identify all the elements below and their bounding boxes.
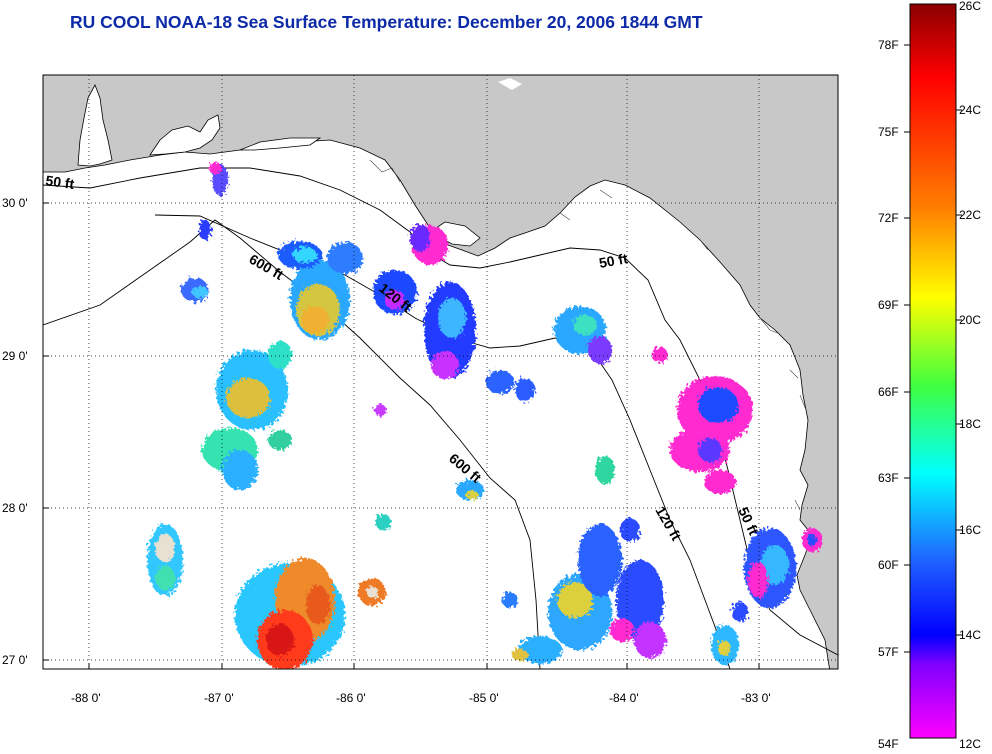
scale-f-60: 60F — [878, 558, 899, 572]
lake-talquin — [498, 78, 522, 90]
isobath-600ft — [43, 219, 541, 669]
lat-label-28: 28 0' — [2, 501, 28, 515]
lon-label-83: -83 0' — [741, 691, 771, 705]
scale-c-12: 12C — [959, 737, 981, 751]
isobath-label-50ft-west: 50 ft — [45, 172, 76, 192]
scale-f-75: 75F — [878, 125, 899, 139]
isobath-50ft — [43, 167, 838, 656]
scale-f-66: 66F — [878, 385, 899, 399]
sst-map: 50 ft 600 ft 120 ft 50 ft 600 ft 120 ft … — [2, 74, 839, 705]
apalachicola-bay — [429, 221, 481, 247]
lat-label-29: 29 0' — [2, 349, 28, 363]
axis-ticks — [43, 202, 760, 669]
scale-c-18: 18C — [959, 417, 981, 431]
scale-c-20: 20C — [959, 313, 981, 327]
graticule — [43, 75, 838, 669]
scale-f-57: 57F — [878, 645, 899, 659]
scale-f-54: 54F — [878, 737, 899, 751]
scale-f-78: 78F — [878, 38, 899, 52]
lon-label-86: -86 0' — [336, 691, 366, 705]
lat-label-27: 27 0' — [2, 653, 28, 667]
sst-patches — [147, 162, 822, 669]
pensacola-bay — [149, 114, 221, 156]
scale-c-22: 22C — [959, 208, 981, 222]
lon-label-88: -88 0' — [71, 691, 101, 705]
scale-f-72: 72F — [878, 211, 899, 225]
lat-label-30: 30 0' — [2, 196, 28, 210]
map-title: RU COOL NOAA-18 Sea Surface Temperature:… — [70, 12, 703, 32]
color-scale-gradient — [909, 3, 957, 739]
scale-c-16: 16C — [959, 523, 981, 537]
isobath-label-50ft-bigbend: 50 ft — [598, 250, 629, 271]
lon-label-85: -85 0' — [469, 691, 499, 705]
scale-c-26: 26C — [959, 0, 981, 13]
scale-c-14: 14C — [959, 628, 981, 642]
choctawhatchee-bay — [239, 137, 322, 151]
map-frame — [42, 74, 839, 670]
scale-f-69: 69F — [878, 298, 899, 312]
lon-label-84: -84 0' — [609, 691, 639, 705]
scale-c-24: 24C — [959, 103, 981, 117]
lon-label-87: -87 0' — [204, 691, 234, 705]
mobile-bay — [77, 84, 113, 167]
scale-f-63: 63F — [878, 471, 899, 485]
